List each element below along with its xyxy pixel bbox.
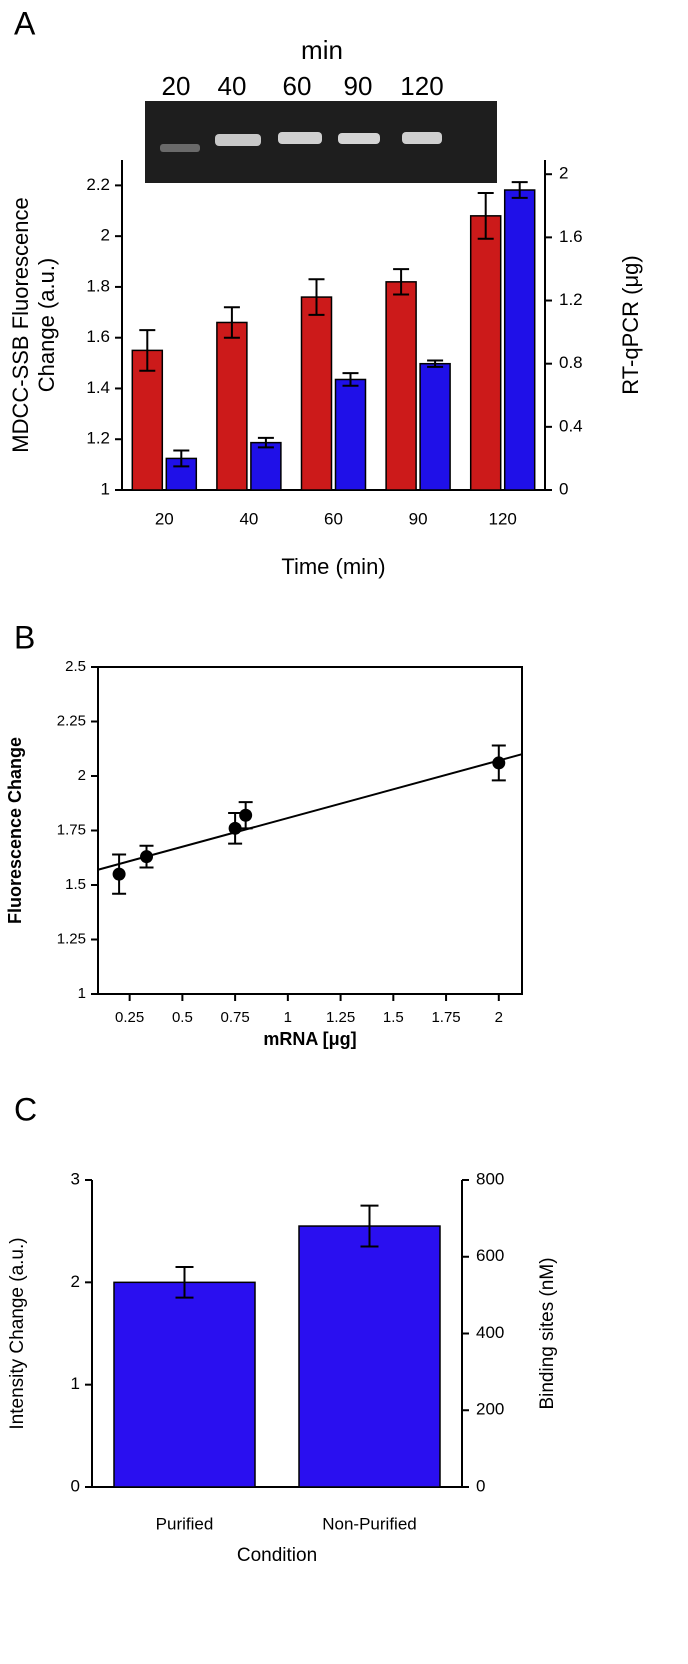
- y2-tick-label: 0.8: [559, 353, 583, 372]
- y2-tick-label: 600: [476, 1246, 504, 1265]
- y-axis-label: MDCC-SSB Fluorescence: [8, 197, 33, 453]
- error-bar: [342, 372, 359, 387]
- error-bar: [175, 1265, 194, 1299]
- bar: [216, 321, 248, 491]
- data-point: [239, 808, 253, 822]
- y-tick-label: 1.2: [86, 429, 110, 448]
- error-bar: [477, 192, 494, 240]
- panel-letter: A: [14, 5, 36, 41]
- y-tick-label: 1.6: [86, 327, 110, 346]
- gel-lane-label: 40: [218, 71, 247, 101]
- gel-lane-label: 20: [162, 71, 191, 101]
- x-axis-label: Condition: [237, 1545, 317, 1566]
- gel-band: [278, 132, 322, 144]
- y-tick-label: 1.4: [86, 378, 110, 397]
- gel-lane-label: 90: [344, 71, 373, 101]
- bar: [385, 281, 417, 491]
- y-tick-label: 1: [101, 479, 110, 498]
- y-tick-label: 1: [71, 1374, 80, 1393]
- y-tick-label: 2.5: [65, 658, 86, 675]
- error-bar: [173, 449, 190, 468]
- x-tick-label: 90: [409, 509, 428, 528]
- x-tick-label: 120: [489, 509, 517, 528]
- x-tick-label: Non-Purified: [322, 1514, 417, 1533]
- data-point: [492, 756, 506, 770]
- error-bar: [360, 1204, 379, 1248]
- x-tick-label: 20: [155, 509, 174, 528]
- x-axis-label: mRNA [μg]: [263, 1029, 356, 1049]
- y-tick-label: 1.75: [57, 821, 86, 838]
- bar: [300, 296, 333, 491]
- x-axis-label: Time (min): [281, 554, 385, 579]
- y2-tick-label: 200: [476, 1400, 504, 1419]
- y-tick-label: 0: [71, 1476, 80, 1495]
- y2-tick-label: 800: [476, 1169, 504, 1188]
- x-tick-label: 0.5: [172, 1009, 193, 1026]
- x-tick-label: 1.75: [431, 1009, 460, 1026]
- y-tick-label: 1.5: [65, 876, 86, 893]
- y2-tick-label: 0.4: [559, 416, 583, 435]
- error-bar: [393, 268, 410, 296]
- gel-lane-label: 120: [400, 71, 443, 101]
- y2-tick-label: 0: [476, 1476, 485, 1495]
- gel-lane-label: 60: [283, 71, 312, 101]
- data-point: [228, 821, 242, 835]
- y-tick-label: 1: [78, 985, 86, 1002]
- x-tick-label: 1.5: [383, 1009, 404, 1026]
- error-bar: [257, 436, 274, 449]
- bar: [469, 215, 502, 491]
- error-bar: [308, 278, 325, 316]
- y-axis-label: Fluorescence Change: [5, 737, 25, 924]
- gel-band: [160, 144, 200, 152]
- gel-band: [402, 132, 442, 144]
- y2-tick-label: 2: [559, 164, 568, 183]
- panel-letter: B: [14, 619, 35, 655]
- y-tick-label: 2: [101, 226, 110, 245]
- data-point: [112, 867, 126, 881]
- gel-image: [145, 101, 497, 183]
- y-axis-label: Change (a.u.): [34, 258, 59, 393]
- y2-tick-label: 1.6: [559, 227, 583, 246]
- error-bar: [139, 329, 156, 372]
- y-tick-label: 1.8: [86, 276, 110, 295]
- bar: [419, 362, 451, 491]
- data-point: [140, 850, 154, 864]
- y-tick-label: 2.2: [86, 175, 110, 194]
- bar: [298, 1225, 441, 1488]
- y2-tick-label: 0: [559, 479, 568, 498]
- x-tick-label: 2: [495, 1009, 503, 1026]
- bar: [113, 1281, 256, 1488]
- x-tick-label: 0.75: [221, 1009, 250, 1026]
- x-tick-label: 40: [239, 509, 258, 528]
- gel-band: [215, 134, 261, 146]
- bar: [334, 378, 367, 491]
- x-tick-label: 1: [284, 1009, 292, 1026]
- y2-axis-label: RT-qPCR (μg): [618, 255, 643, 394]
- y-axis-label: Intensity Change (a.u.): [7, 1237, 28, 1429]
- y-tick-label: 2.25: [57, 712, 86, 729]
- panel-letter: C: [14, 1091, 37, 1127]
- y2-axis-label: Binding sites (nM): [537, 1257, 558, 1409]
- x-tick-label: Purified: [156, 1514, 214, 1533]
- x-tick-label: 0.25: [115, 1009, 144, 1026]
- gel-label: min: [301, 35, 343, 65]
- error-bar: [223, 306, 240, 339]
- error-bar: [427, 359, 444, 368]
- y-tick-label: 2: [71, 1272, 80, 1291]
- error-bar: [511, 181, 528, 199]
- y2-tick-label: 1.2: [559, 290, 583, 309]
- y-tick-label: 1.25: [57, 930, 86, 947]
- fit-line: [97, 753, 523, 871]
- y-tick-label: 3: [71, 1169, 80, 1188]
- y-tick-label: 2: [78, 767, 86, 784]
- x-tick-label: 1.25: [326, 1009, 355, 1026]
- bar: [503, 189, 536, 491]
- gel-band: [338, 133, 380, 144]
- bar: [250, 441, 282, 491]
- y2-tick-label: 400: [476, 1323, 504, 1342]
- x-tick-label: 60: [324, 509, 343, 528]
- plot-frame: [97, 666, 523, 995]
